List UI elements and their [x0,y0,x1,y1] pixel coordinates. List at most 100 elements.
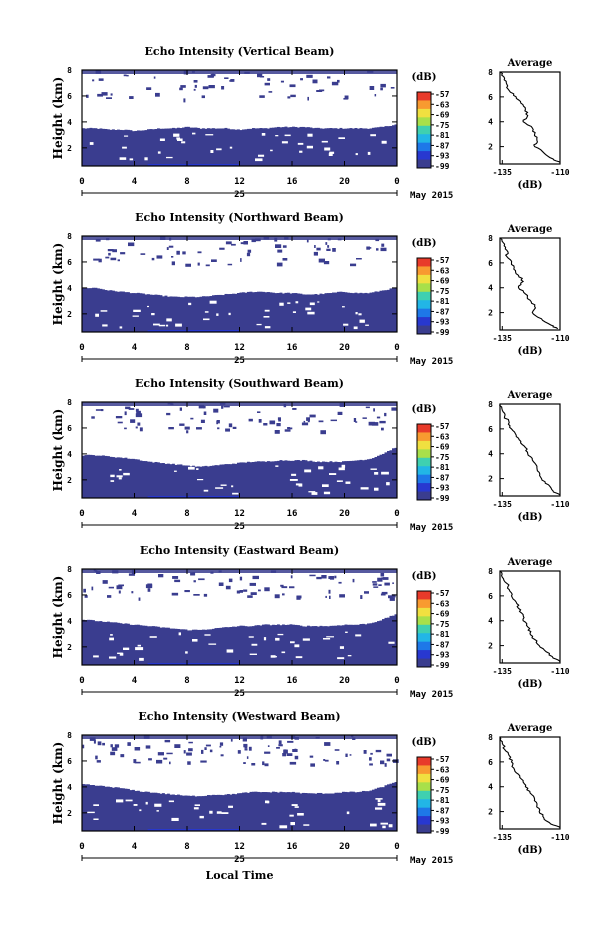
echo-cell [187,630,190,665]
x-tick-label: 0 [394,509,399,519]
echo-gap [166,324,169,327]
echo-cell [252,128,255,166]
echo-cell [377,577,383,582]
echo-cell [187,465,190,498]
average-profile-line [499,736,561,829]
echo-cell [203,405,206,409]
echo-cell [97,621,100,665]
day-label: 25 [234,855,245,865]
colorbar-tick-label: -93 [435,318,450,327]
average-x-tick-label: -135 [493,334,512,343]
echo-gap [343,323,349,326]
colorbar-tick-label: -57 [435,256,450,265]
echo-cell [93,739,96,744]
average-y-tick-label: 8 [488,567,493,576]
echo-cell [352,624,355,665]
echo-gap [311,492,318,495]
echo-cell [364,292,368,332]
echo-cell [262,624,265,665]
average-frame [499,237,561,331]
echo-cell [107,786,110,831]
echo-cell [162,128,165,166]
echo-cell [122,458,125,498]
echo-cell [279,791,283,831]
echo-cell [120,754,125,758]
colorbar-swatch [417,641,431,651]
echo-cell [134,761,141,764]
echo-gap [290,641,295,644]
echo-cell [176,250,180,255]
echo-cell [139,130,143,166]
echo-cell [278,245,281,248]
colorbar-swatch [417,799,431,809]
echo-gap [355,153,358,156]
y-tick-label: 4 [67,783,72,792]
average-title: Average [507,723,553,734]
x-tick-label: 12 [234,676,245,686]
echo-cell [222,295,225,332]
echo-gap [317,301,320,303]
echo-cell [180,85,186,88]
echo-cell [322,626,325,665]
echo-gap [149,636,157,638]
echo-cell [163,757,168,760]
echo-gap [261,822,267,825]
x-tick-label: 12 [234,177,245,187]
echo-cell [89,288,93,332]
y-tick-label: 6 [67,92,72,101]
echo-cell [234,794,238,831]
echo-gap [329,151,335,154]
echo-cell [380,87,383,91]
echo-gap [284,134,291,137]
echo-cell [114,291,118,332]
echo-cell [289,427,293,430]
colorbar-unit: (dB) [412,571,437,582]
echo-gap [229,146,233,149]
echo-cell [236,590,240,594]
echo-cell [92,620,95,665]
panel-3: Echo Intensity (Southward Beam) Height (k… [51,377,570,533]
colorbar-swatch [417,440,431,450]
echo-cell [157,626,160,665]
echo-cell [92,79,95,82]
colorbar-tick-label: -69 [435,610,450,619]
echo-cell [376,248,379,251]
echo-gap [93,655,99,658]
echo-gap [338,467,345,471]
echo-gap [381,471,389,475]
colorbar-unit: (dB) [412,72,437,83]
colorbar-swatch [417,773,431,783]
echo-cell [109,787,113,831]
echo-cell [132,293,135,332]
echo-cell [392,615,395,665]
y-tick-label: 2 [67,144,72,153]
x-tick-label: 20 [339,343,350,353]
echo-cell [183,750,186,754]
echo-cell [329,625,333,665]
echo-cell [249,128,253,166]
echo-gap [358,313,362,316]
echo-cell [134,790,138,831]
echo-cell [164,794,168,831]
echo-cell [327,626,330,665]
echo-cell [119,623,123,665]
echo-cell [387,784,390,831]
echo-cell [364,791,368,831]
echo-cell [304,127,308,166]
colorbar-tick-label: -57 [435,755,450,764]
echo-cell [284,126,288,166]
echo-cell [214,794,218,831]
echo-gap [299,150,303,153]
echo-cell [317,127,320,166]
echo-cell [264,128,268,166]
echo-cell [137,459,140,498]
echo-cell [107,456,110,498]
echo-cell [272,791,275,831]
echo-cell [249,626,253,665]
echo-cell [274,127,278,166]
echo-cell [282,258,288,261]
echo-cell [372,127,375,166]
echo-cell [123,74,127,77]
echo-cell [172,576,179,579]
echo-cell [219,627,223,665]
